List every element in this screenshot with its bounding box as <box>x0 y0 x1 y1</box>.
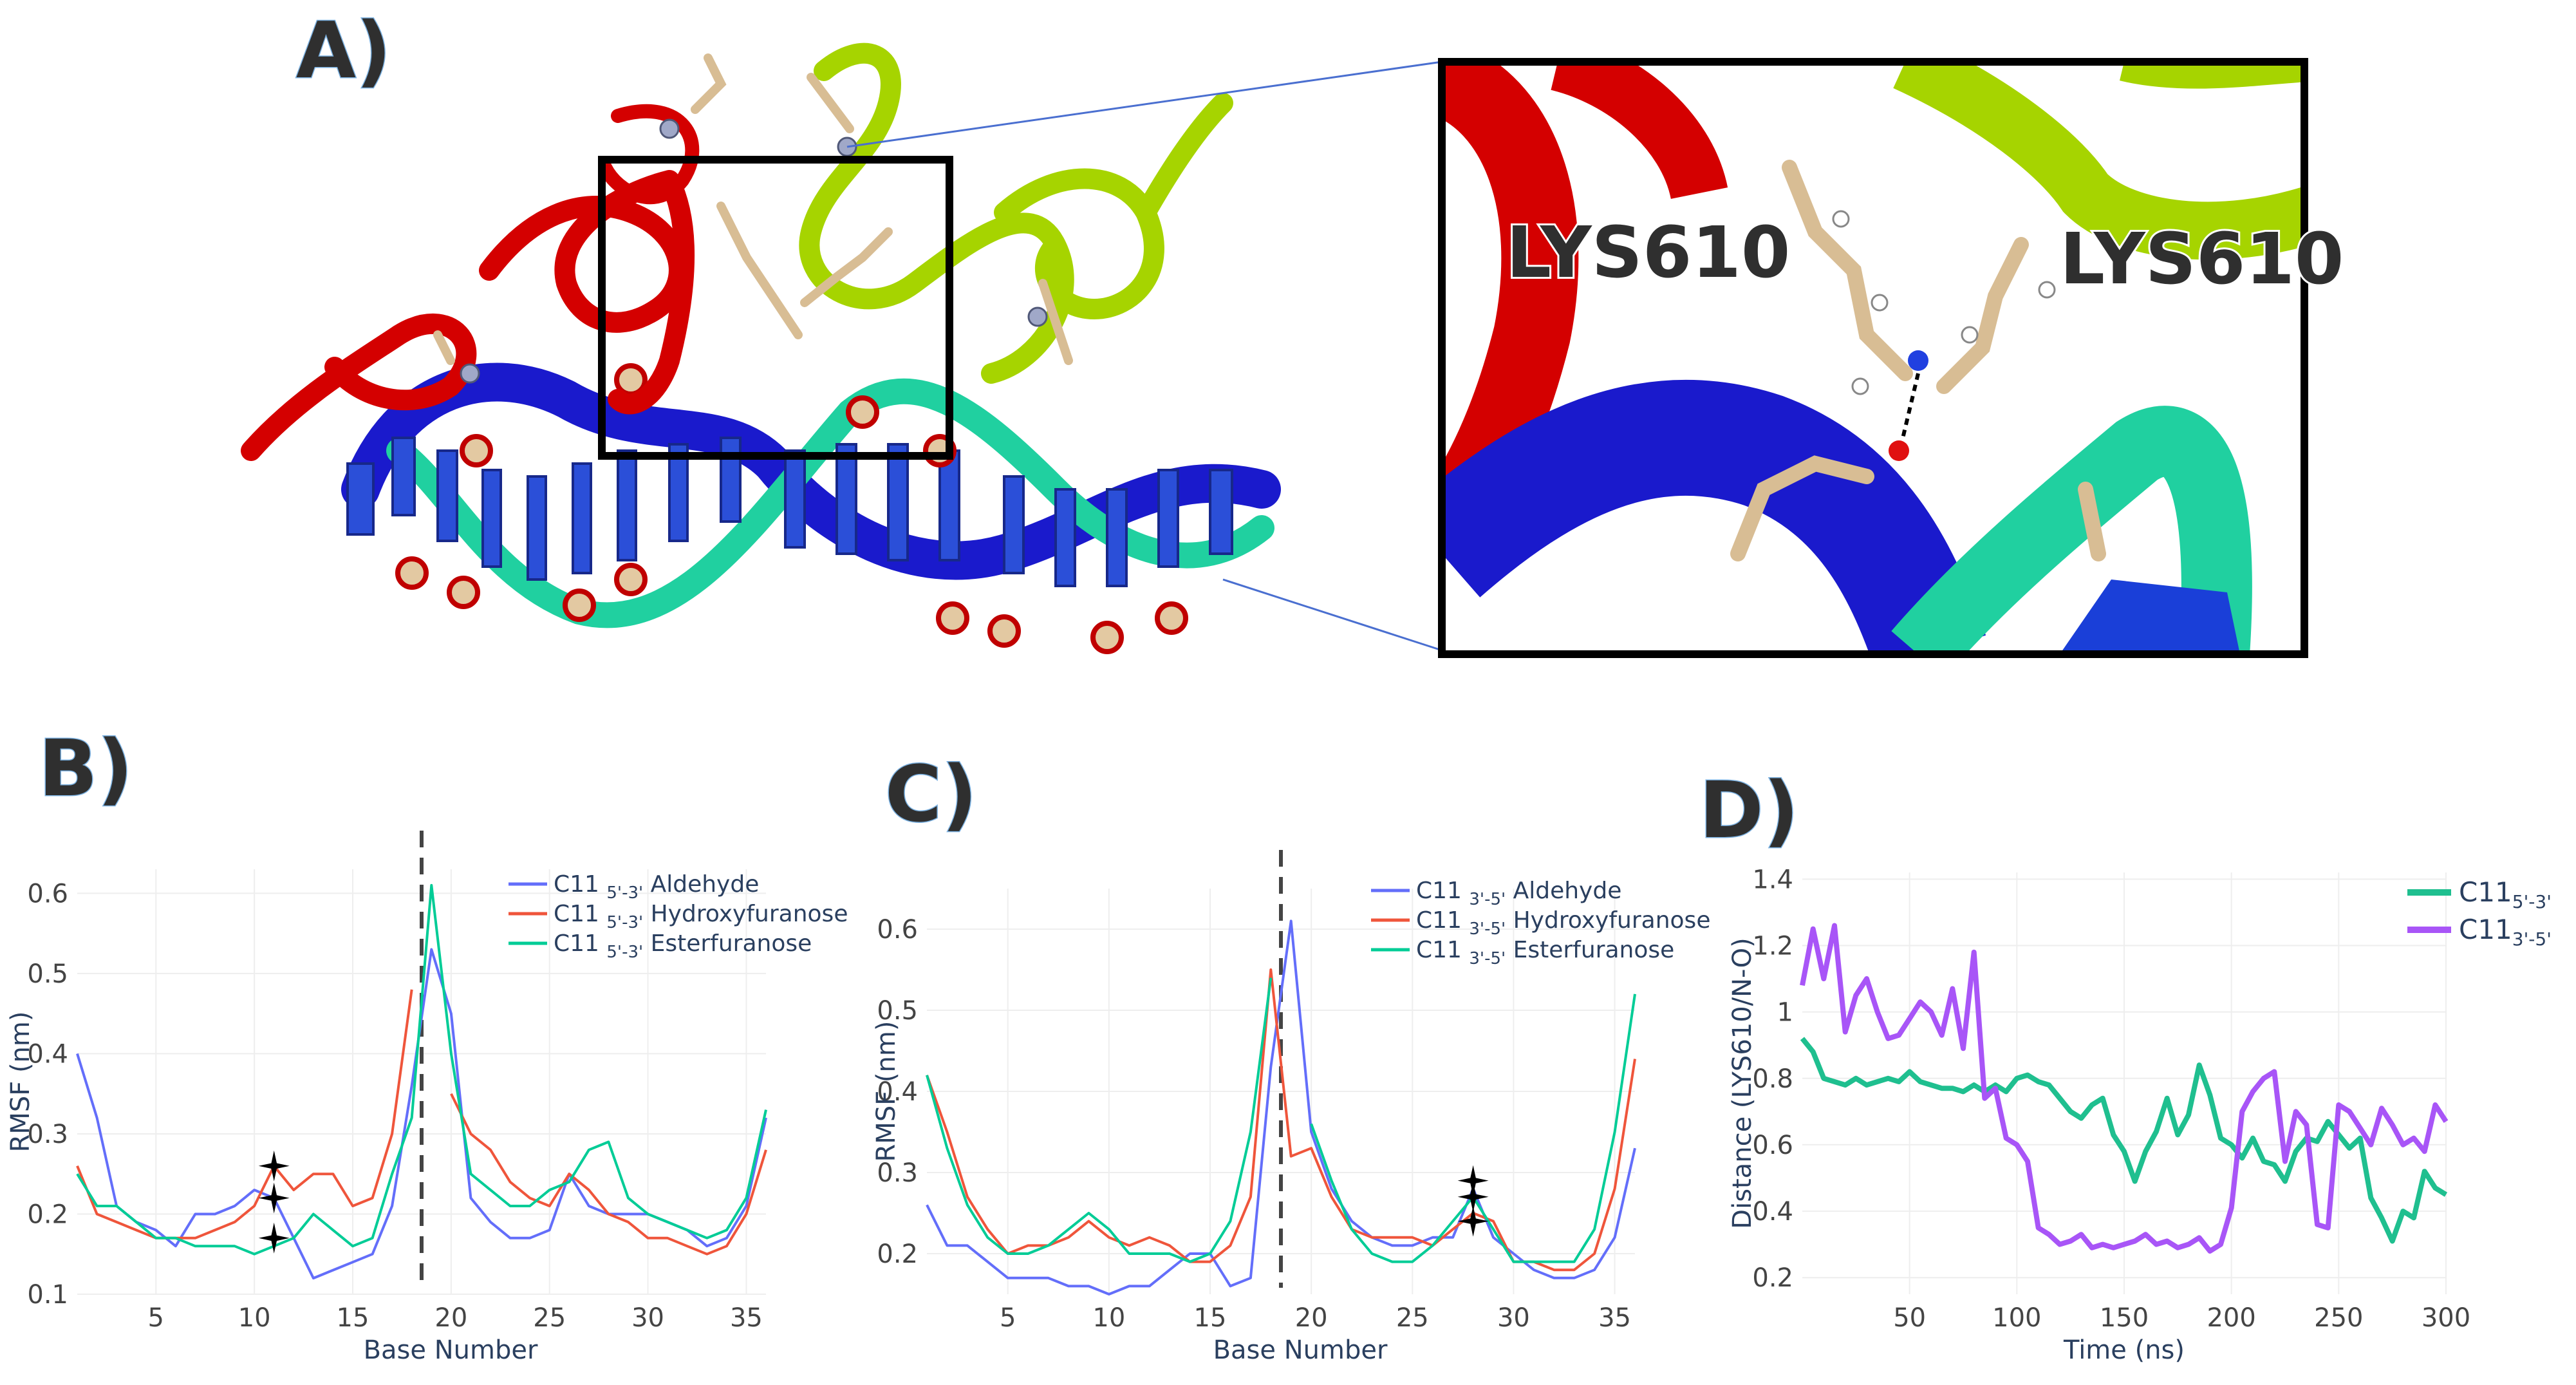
chart-d-distance: 0.2 0.4 0.6 0.8 1 1.2 1.4 50 100 150 200 250 300 Time… <box>1728 865 2552 1365</box>
x-tick-label: 200 <box>2207 1303 2255 1333</box>
x-axis-label: Base Number <box>364 1335 538 1365</box>
zoom-connector-bottom <box>1222 578 1442 652</box>
inset-zoom: LYS610 LYS610 <box>1438 58 2346 658</box>
legend-entry: C11 5'-3' Aldehyde <box>554 871 759 903</box>
series-line-hydroxyfuranose <box>76 989 767 1256</box>
x-tick-label: 35 <box>1598 1303 1631 1333</box>
y-tick-label: 0.1 <box>27 1280 68 1310</box>
legend-entry: C11 3'-5' Aldehyde <box>1416 878 1621 909</box>
y-axis-label: Distance (LYS610/N-O) <box>1728 937 1757 1229</box>
x-tick-label: 15 <box>1194 1303 1227 1333</box>
y-tick-label: 0.4 <box>1752 1197 1793 1227</box>
protein-dna-structure <box>241 42 1281 654</box>
x-tick-label: 35 <box>730 1303 763 1333</box>
legend: C115'-3'C113'-5' <box>2407 876 2552 950</box>
y-axis-label: RMSF (nm) <box>6 1012 35 1153</box>
inset-label-left: LYS610 <box>1506 211 1790 294</box>
significance-star <box>258 1182 290 1214</box>
chart-b-rmsf-53: 0.1 0.2 0.3 0.4 0.5 0.6 5 10 15 20 25 30 35 Base Numb… <box>6 831 848 1365</box>
y-tick-label: 0.2 <box>27 1200 68 1229</box>
panel-a: A) <box>241 6 2346 658</box>
y-tick-label: 0.8 <box>1752 1064 1793 1094</box>
side-chains <box>433 53 1073 365</box>
protein-red-domain <box>241 170 695 461</box>
x-tick-label: 25 <box>533 1303 566 1333</box>
inset-label-right: LYS610 <box>2060 218 2344 300</box>
y-tick-label: 1.4 <box>1752 865 1793 894</box>
x-tick-label: 10 <box>1092 1303 1125 1333</box>
x-tick-label: 250 <box>2314 1303 2363 1333</box>
y-tick-label: 0.3 <box>27 1120 68 1149</box>
x-tick-label: 20 <box>434 1303 467 1333</box>
y-tick-label: 0.6 <box>27 879 68 909</box>
y-tick-label: 0.3 <box>877 1158 918 1188</box>
significance-star <box>258 1222 290 1254</box>
legend-entry: C11 3'-5' Esterfuranose <box>1416 937 1674 968</box>
zoom-box <box>598 156 953 460</box>
x-tick-label: 5 <box>148 1303 164 1333</box>
x-tick-label: 25 <box>1396 1303 1429 1333</box>
series-line-c11_35 <box>1800 923 2449 1254</box>
x-tick-label: 5 <box>1000 1303 1016 1333</box>
panel-label-c: C) <box>885 750 977 840</box>
legend-entry: C11 3'-5' Hydroxyfuranose <box>1416 907 1710 939</box>
significance-star <box>1457 1205 1489 1237</box>
protein-green-domain <box>799 42 1233 384</box>
x-tick-label: 30 <box>631 1303 664 1333</box>
x-axis-label: Base Number <box>1213 1335 1388 1365</box>
series-line-c11_53 <box>1800 1037 2448 1244</box>
y-tick-label: 1.2 <box>1752 931 1793 961</box>
y-tick-label: 0.6 <box>877 915 918 945</box>
y-tick-label: 0.2 <box>877 1239 918 1269</box>
x-tick-label: 20 <box>1295 1303 1328 1333</box>
panel-label-a: A) <box>296 6 391 96</box>
y-tick-label: 0.4 <box>877 1077 918 1107</box>
panel-label-d: D) <box>1699 766 1798 856</box>
protein-red-loop <box>598 104 700 205</box>
panel-label-b: B) <box>39 724 133 814</box>
y-tick-label: 0.5 <box>27 959 68 989</box>
x-tick-label: 150 <box>2100 1303 2149 1333</box>
zoom-connector-top <box>846 61 1442 148</box>
x-tick-label: 50 <box>1893 1303 1926 1333</box>
x-tick-label: 300 <box>2422 1303 2470 1333</box>
y-tick-label: 1 <box>1777 998 1793 1028</box>
y-tick-label: 0.4 <box>27 1039 68 1069</box>
series-line-aldehyde <box>926 919 1636 1295</box>
significance-star <box>1457 1181 1489 1212</box>
significance-star <box>1457 1165 1489 1196</box>
y-tick-label: 0.6 <box>1752 1131 1793 1160</box>
significance-star <box>258 1150 290 1182</box>
legend-entry: C115'-3' <box>2459 876 2552 912</box>
x-tick-label: 15 <box>337 1303 369 1333</box>
y-tick-label: 0.2 <box>1752 1263 1793 1293</box>
x-tick-label: 30 <box>1497 1303 1530 1333</box>
legend-entry: C113'-5' <box>2459 914 2552 950</box>
x-axis-label: Time (ns) <box>2063 1335 2185 1365</box>
legend-entry: C11 5'-3' Esterfuranose <box>554 930 812 962</box>
y-tick-label: 0.5 <box>877 996 918 1026</box>
dna-sugars <box>395 363 1188 654</box>
legend-entry: C11 5'-3' Hydroxyfuranose <box>554 901 848 932</box>
chart-c-rmsf-35: 0.2 0.3 0.4 0.5 0.6 5 10 15 20 25 30 35 Base Number R… <box>872 850 1710 1365</box>
x-tick-label: 10 <box>238 1303 271 1333</box>
x-tick-label: 100 <box>1992 1303 2041 1333</box>
dna-base-pairs <box>346 437 1233 587</box>
series-line-esterfuranose <box>76 883 767 1256</box>
y-axis-label: RMSF (nm) <box>872 1021 901 1162</box>
